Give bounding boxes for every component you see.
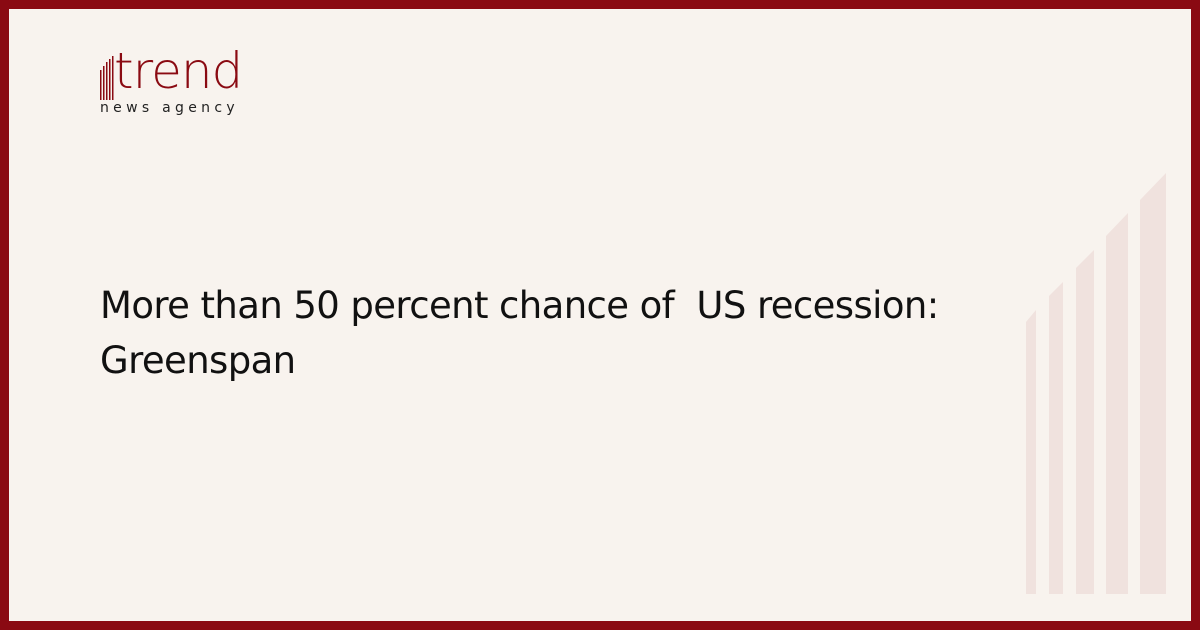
article-title: More than 50 percent chance of US recess…: [100, 284, 950, 382]
logo-bars-icon: [100, 56, 114, 100]
trend-logo[interactable]: trend news agency: [100, 42, 260, 123]
deco-bar: [1026, 310, 1036, 594]
deco-bar: [1049, 282, 1063, 594]
card: [9, 9, 1191, 621]
logo-wordmark: trend: [114, 42, 243, 100]
deco-bar: [1076, 250, 1094, 594]
logo-tagline: news agency: [100, 100, 239, 116]
deco-bar: [1140, 173, 1166, 594]
deco-bar: [1106, 213, 1128, 594]
